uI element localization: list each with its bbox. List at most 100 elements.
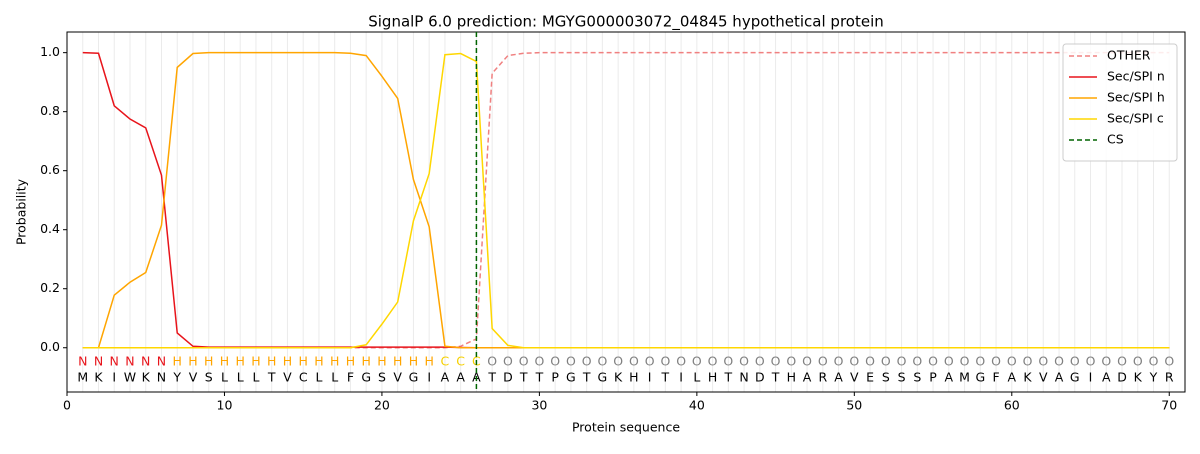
residue-label: K (142, 370, 151, 385)
residue-label: D (503, 370, 513, 385)
state-label: O (755, 354, 765, 369)
y-tick-label: 0.2 (40, 280, 60, 295)
residue-label: L (331, 370, 338, 385)
state-label: O (834, 354, 844, 369)
residue-label: T (519, 370, 528, 385)
residue-label: K (94, 370, 103, 385)
residue-label: S (913, 370, 921, 385)
residue-label: D (755, 370, 765, 385)
state-label: H (346, 354, 355, 369)
residue-label: G (975, 370, 985, 385)
residue-label: D (1117, 370, 1127, 385)
residue-label: V (393, 370, 402, 385)
state-label: H (236, 354, 245, 369)
residue-label: G (409, 370, 419, 385)
state-label: O (865, 354, 875, 369)
state-label: O (1133, 354, 1143, 369)
x-tick-label: 20 (374, 398, 390, 413)
residue-label: T (582, 370, 591, 385)
state-label: O (645, 354, 655, 369)
residue-label: K (1134, 370, 1143, 385)
state-label: O (582, 354, 592, 369)
state-label: O (771, 354, 781, 369)
residue-label: M (959, 370, 970, 385)
y-tick-label: 1.0 (40, 44, 60, 59)
state-label: O (1023, 354, 1033, 369)
chart-title: SignalP 6.0 prediction: MGYG000003072_04… (368, 13, 884, 32)
state-label: O (1117, 354, 1127, 369)
state-label: O (503, 354, 513, 369)
state-label: N (141, 354, 150, 369)
state-label: O (723, 354, 733, 369)
residue-label: A (945, 370, 954, 385)
x-tick-label: 10 (217, 398, 233, 413)
state-label: O (566, 354, 576, 369)
residue-label: L (221, 370, 228, 385)
residue-label: F (992, 370, 999, 385)
y-tick-label: 0.6 (40, 162, 60, 177)
state-label: O (1007, 354, 1017, 369)
x-axis-label: Protein sequence (572, 420, 680, 435)
legend-label: Sec/SPI n (1107, 69, 1165, 84)
state-label: O (786, 354, 796, 369)
state-label: O (912, 354, 922, 369)
residue-label: K (1023, 370, 1032, 385)
residue-label: A (1102, 370, 1111, 385)
state-label: O (1070, 354, 1080, 369)
residue-label: T (535, 370, 544, 385)
residue-label: N (157, 370, 166, 385)
state-label: O (928, 354, 938, 369)
x-tick-label: 50 (846, 398, 862, 413)
residue-label: A (456, 370, 465, 385)
state-label: H (361, 354, 370, 369)
residue-label: T (267, 370, 276, 385)
state-label: O (881, 354, 891, 369)
state-label: H (330, 354, 339, 369)
residue-label: G (598, 370, 608, 385)
residue-label: G (1070, 370, 1080, 385)
residue-label: R (818, 370, 827, 385)
residue-label: G (566, 370, 576, 385)
state-label: H (188, 354, 197, 369)
x-tick-label: 60 (1004, 398, 1020, 413)
state-label: O (818, 354, 828, 369)
residue-label: M (77, 370, 88, 385)
residue-label: T (487, 370, 496, 385)
state-label: O (1054, 354, 1064, 369)
state-label: O (897, 354, 907, 369)
state-label: N (157, 354, 166, 369)
state-label: O (597, 354, 607, 369)
residue-label: R (1165, 370, 1174, 385)
residue-label: H (787, 370, 796, 385)
series-line (82, 52, 1170, 349)
residue-label: I (1089, 370, 1093, 385)
x-tick-label: 0 (63, 398, 71, 413)
residue-label: L (237, 370, 244, 385)
residue-label: V (189, 370, 198, 385)
state-label: N (125, 354, 134, 369)
state-label: H (393, 354, 402, 369)
residue-label: I (427, 370, 431, 385)
y-tick-label: 0.4 (40, 221, 60, 236)
state-label: O (1101, 354, 1111, 369)
state-label: C (441, 354, 450, 369)
state-label: O (802, 354, 812, 369)
x-tick-label: 70 (1161, 398, 1177, 413)
residue-label: K (614, 370, 623, 385)
residue-label: H (708, 370, 717, 385)
state-label: C (456, 354, 465, 369)
legend-label: Sec/SPI h (1107, 90, 1165, 105)
state-label: O (550, 354, 560, 369)
state-label: H (173, 354, 182, 369)
residue-label: A (441, 370, 450, 385)
state-label: H (267, 354, 276, 369)
legend-label: CS (1107, 132, 1124, 147)
state-label: O (629, 354, 639, 369)
residue-label: L (315, 370, 322, 385)
state-label: N (110, 354, 119, 369)
legend-box (1062, 43, 1178, 162)
state-label: O (676, 354, 686, 369)
residue-label: N (739, 370, 748, 385)
residue-label: P (929, 370, 937, 385)
state-label: O (739, 354, 749, 369)
